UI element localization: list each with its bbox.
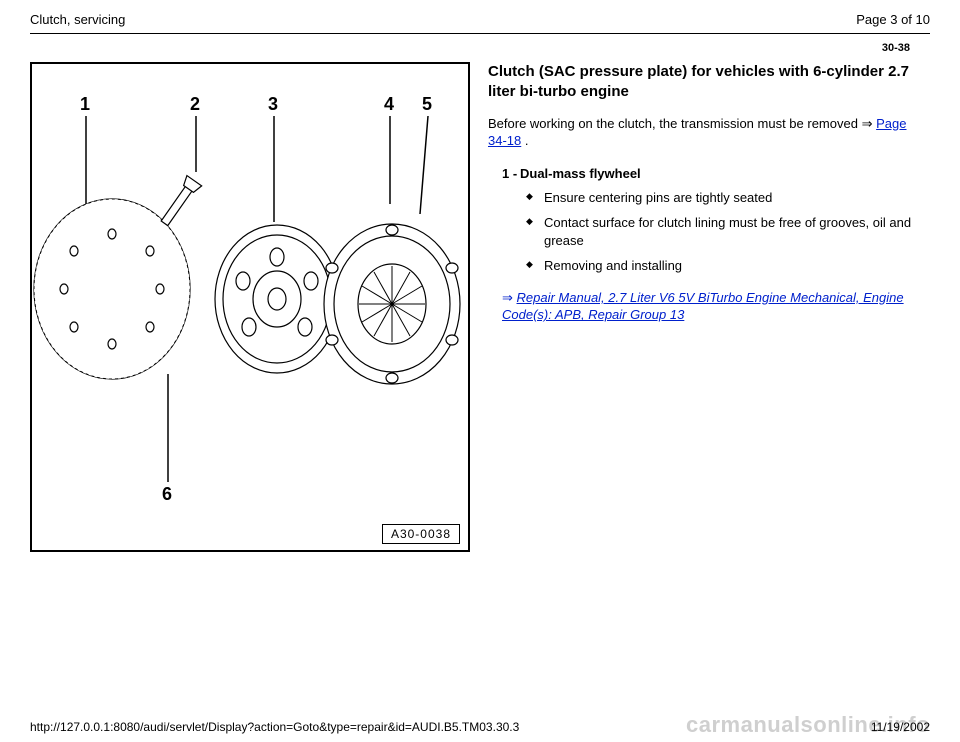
figure-tag: A30-0038 — [382, 524, 460, 544]
item-1-heading: 1 - Dual-mass flywheel — [488, 166, 920, 181]
doc-title: Clutch, servicing — [30, 12, 125, 27]
intro-suffix: . — [525, 133, 529, 148]
reference-link-block: ⇒ Repair Manual, 2.7 Liter V6 5V BiTurbo… — [488, 289, 920, 324]
section-heading: Clutch (SAC pressure plate) for vehicles… — [488, 62, 920, 103]
bullet-item: Ensure centering pins are tightly seated — [530, 189, 920, 207]
item-1-title: Dual-mass flywheel — [520, 166, 641, 181]
exploded-view-figure: 1 2 3 4 5 6 — [30, 62, 470, 552]
figure-column: 1 2 3 4 5 6 — [30, 62, 470, 552]
page: Clutch, servicing Page 3 of 10 30-38 1 2… — [0, 0, 960, 742]
arrow-glyph: ⇒ — [502, 290, 517, 305]
header-row: Clutch, servicing Page 3 of 10 — [30, 12, 930, 33]
footer-url: http://127.0.0.1:8080/audi/servlet/Displ… — [30, 720, 519, 734]
text-column: Clutch (SAC pressure plate) for vehicles… — [488, 62, 930, 552]
intro-paragraph: Before working on the clutch, the transm… — [488, 115, 920, 150]
page-indicator: Page 3 of 10 — [856, 12, 930, 27]
bullet-item: Contact surface for clutch lining must b… — [530, 214, 920, 249]
bullet-item: Removing and installing — [530, 257, 920, 275]
item-1-number: 1 - — [502, 166, 520, 181]
section-code: 30-38 — [30, 42, 930, 54]
footer-date: 11/19/2002 — [871, 720, 930, 734]
figure-svg — [32, 64, 472, 554]
intro-text: Before working on the clutch, the transm… — [488, 116, 862, 131]
item-1-bullets: Ensure centering pins are tightly seated… — [488, 189, 920, 275]
header-rule — [30, 33, 930, 34]
main-content: 1 2 3 4 5 6 — [30, 62, 930, 552]
repair-manual-link[interactable]: Repair Manual, 2.7 Liter V6 5V BiTurbo E… — [502, 290, 904, 323]
footer: http://127.0.0.1:8080/audi/servlet/Displ… — [30, 720, 930, 734]
arrow-glyph: ⇒ — [862, 116, 873, 131]
